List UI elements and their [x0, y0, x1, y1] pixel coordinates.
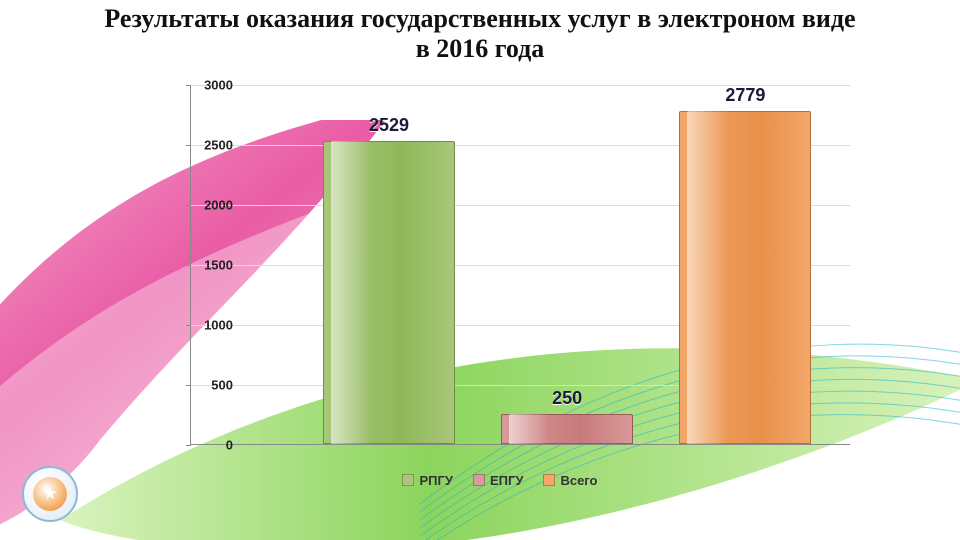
org-logo — [22, 466, 78, 522]
title-line-1: Результаты оказания государственных услу… — [0, 4, 960, 34]
y-tick-label: 1500 — [173, 258, 233, 273]
plot-area: 05001000150020002500300025292502779 — [190, 85, 850, 445]
bar-value-label: 250 — [552, 388, 582, 409]
bar-total — [679, 111, 811, 444]
legend-swatch-icon — [402, 474, 414, 486]
logo-emblem-icon — [33, 477, 67, 511]
bar-shine — [687, 111, 727, 444]
bar-shine — [331, 141, 371, 444]
y-tick-label: 1000 — [173, 318, 233, 333]
legend-swatch-icon — [473, 474, 485, 486]
legend-label: РПГУ — [419, 473, 452, 488]
y-tick-label: 2500 — [173, 138, 233, 153]
y-tick-label: 2000 — [173, 198, 233, 213]
y-tick-label: 500 — [173, 378, 233, 393]
legend-label: ЕПГУ — [490, 473, 523, 488]
bar-shine — [509, 414, 549, 444]
legend-swatch-icon — [543, 474, 555, 486]
bar-rpgu — [323, 141, 455, 444]
page-title: Результаты оказания государственных услу… — [0, 4, 960, 64]
bar-chart: 05001000150020002500300025292502779 РПГУ… — [140, 85, 860, 485]
legend-item: ЕПГУ — [473, 473, 523, 488]
bar-value-label: 2529 — [369, 115, 409, 136]
y-tick-label: 3000 — [173, 78, 233, 93]
legend-item: Всего — [543, 473, 597, 488]
legend-item: РПГУ — [402, 473, 452, 488]
y-tick-label: 0 — [173, 438, 233, 453]
bar-epgu — [501, 414, 633, 444]
title-line-2: в 2016 года — [0, 34, 960, 64]
legend-label: Всего — [560, 473, 597, 488]
legend: РПГУ ЕПГУ Всего — [140, 473, 860, 490]
bar-value-label: 2779 — [725, 85, 765, 106]
